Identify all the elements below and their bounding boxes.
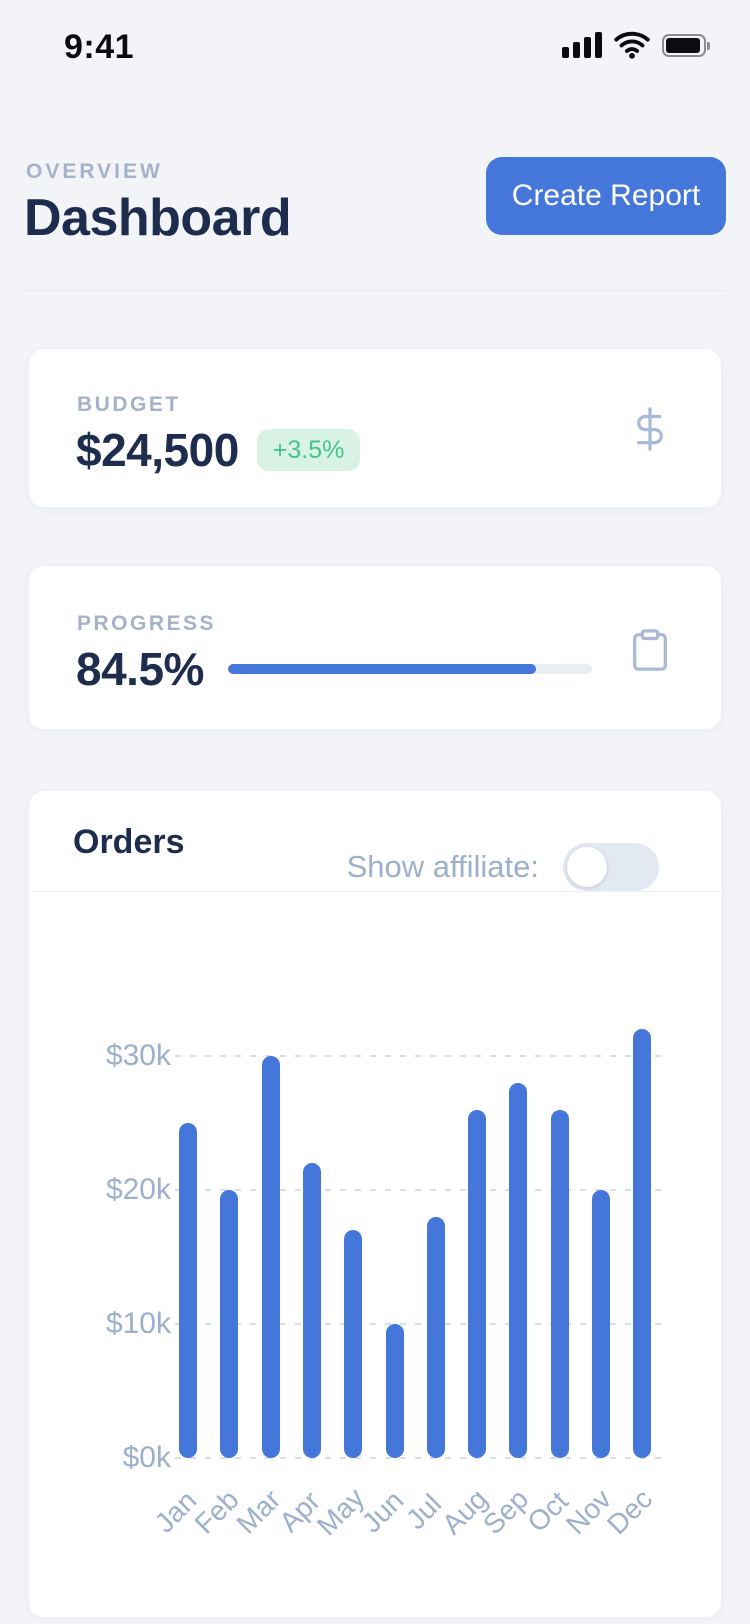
- progress-value: 84.5%: [76, 643, 204, 695]
- chart-bar-aug: [468, 1109, 487, 1458]
- chart-y-tick-label: $0k: [122, 1441, 171, 1474]
- progress-label: PROGRESS: [77, 612, 217, 635]
- chart-bar-feb: [220, 1190, 239, 1458]
- chart-bar-may: [344, 1230, 363, 1458]
- dollar-icon: [636, 407, 663, 451]
- wifi-icon: [614, 31, 650, 59]
- chart-bar-jan: [179, 1123, 197, 1458]
- show-affiliate-label: Show affiliate:: [346, 849, 539, 884]
- chart-y-tick-label: $10k: [105, 1307, 171, 1340]
- chart-bar-jul: [426, 1216, 445, 1458]
- budget-card: BUDGET $24,500 +3.5%: [28, 348, 722, 508]
- budget-value: $24,500: [76, 424, 239, 476]
- orders-title: Orders: [73, 823, 185, 861]
- orders-card: Orders Show affiliate: $30k $20k $10k $0k Ja…: [28, 790, 722, 1618]
- chart-gridline-0k: [175, 1457, 669, 1459]
- chart-y-tick-label: $30k: [105, 1039, 171, 1072]
- chart-bar-dec: [633, 1029, 652, 1458]
- page-title: Dashboard: [24, 189, 292, 247]
- status-bar-time: 9:41: [64, 28, 135, 66]
- toggle-knob: [567, 847, 607, 887]
- chart-gridline-20k: [175, 1189, 669, 1191]
- orders-header-divider: [29, 891, 721, 892]
- chart-y-tick-label: $20k: [105, 1173, 171, 1206]
- budget-label: BUDGET: [77, 393, 181, 416]
- cellular-signal-icon: [562, 32, 602, 58]
- chart-gridline-10k: [175, 1323, 669, 1325]
- chart-bar-jun: [385, 1324, 404, 1458]
- create-report-button[interactable]: Create Report: [486, 157, 726, 235]
- chart-bar-apr: [302, 1163, 321, 1458]
- header-divider: [24, 290, 726, 291]
- chart-bar-sep: [509, 1082, 528, 1458]
- chart-bar-nov: [592, 1190, 610, 1458]
- budget-delta-badge: +3.5%: [256, 429, 361, 471]
- chart-gridline-30k: [175, 1055, 669, 1057]
- progress-bar: [227, 664, 592, 674]
- orders-bar-chart: $30k $20k $10k $0k Jan Feb Mar Apr May Jun Jul Aug S…: [29, 791, 721, 1617]
- battery-icon: [662, 33, 710, 57]
- status-bar-icons: [562, 30, 710, 60]
- chart-bar-mar: [261, 1056, 280, 1458]
- clipboard-icon: [633, 629, 667, 671]
- overview-eyebrow: OVERVIEW: [26, 160, 163, 183]
- progress-card: PROGRESS 84.5%: [28, 565, 722, 730]
- progress-bar-fill: [227, 664, 536, 674]
- chart-bar-oct: [550, 1109, 569, 1458]
- show-affiliate-toggle[interactable]: [563, 843, 659, 891]
